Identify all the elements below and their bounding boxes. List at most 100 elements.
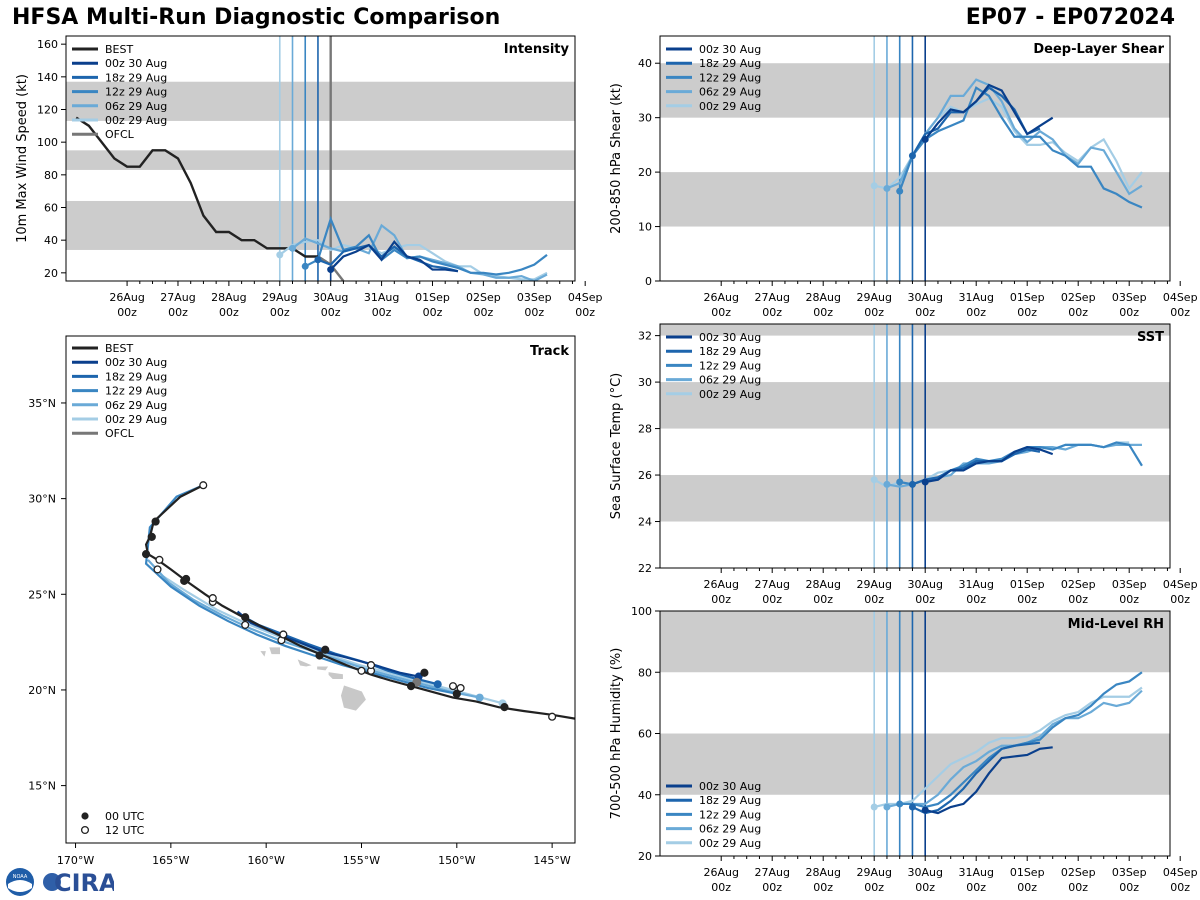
sst-init-point xyxy=(908,480,916,488)
track-legend-label: 18z 29 Aug xyxy=(105,370,167,383)
intensity-y-tick-label: 80 xyxy=(44,169,58,182)
rh-x-tick-label: 00z xyxy=(762,881,782,894)
track-y-tick-label: 35°N xyxy=(28,397,56,410)
intensity-x-tick-label: 00z xyxy=(372,306,392,319)
sst-x-tick-label: 02Sep xyxy=(1061,578,1096,591)
intensity-x-tick-label: 00z xyxy=(270,306,290,319)
track-12utc-marker xyxy=(366,661,376,670)
shear-init-point xyxy=(896,187,904,195)
sst-init-point xyxy=(921,478,929,486)
intensity-y-tick-label: 20 xyxy=(44,267,58,280)
intensity-y-axis-label: 10m Max Wind Speed (kt) xyxy=(15,74,30,243)
track-00utc-marker xyxy=(406,682,416,691)
island-shape xyxy=(317,666,329,671)
track-12utc-marker xyxy=(279,630,288,639)
track-00utc-marker xyxy=(420,668,429,677)
intensity-init-point xyxy=(289,244,297,252)
figure-title: HFSA Multi-Run Diagnostic Comparison xyxy=(12,5,501,30)
intensity-band xyxy=(66,81,575,121)
sst-x-tick-label: 27Aug xyxy=(754,578,789,591)
intensity-legend-label: OFCL xyxy=(105,128,135,141)
track-12utc-marker xyxy=(548,712,557,721)
sst-x-tick-label: 00z xyxy=(1068,593,1088,606)
shear-plot-area xyxy=(660,36,1170,281)
shear-band xyxy=(660,172,1170,227)
track-x-tick-label: 145°W xyxy=(533,854,570,867)
shear-series-line xyxy=(924,83,1054,141)
noaa-logo: NOAA xyxy=(6,868,34,896)
track-00utc-marker xyxy=(151,517,160,526)
sst-x-tick-label: 00z xyxy=(1170,593,1190,606)
intensity-x-tick-label: 30Aug xyxy=(313,291,348,304)
intensity-legend-label: 06z 29 Aug xyxy=(105,100,167,113)
intensity-plot-area xyxy=(66,36,575,281)
sst-legend-label: 12z 29 Aug xyxy=(699,359,761,372)
track-y-tick-label: 30°N xyxy=(28,493,56,506)
track-00utc-marker xyxy=(147,532,156,541)
track-00utc-marker xyxy=(241,613,250,622)
shear-panel-title: Deep-Layer Shear xyxy=(1033,42,1164,57)
sst-series-line xyxy=(912,448,1041,486)
sst-x-tick-label: 00z xyxy=(762,593,782,606)
track-12utc-marker xyxy=(208,594,217,603)
island-shape xyxy=(260,651,266,657)
track-run-start xyxy=(433,680,442,689)
rh-y-tick-label: 20 xyxy=(638,850,652,863)
shear-x-tick-label: 02Sep xyxy=(1061,291,1096,304)
rh-x-tick-label: 28Aug xyxy=(805,866,840,879)
intensity-x-tick-label: 00z xyxy=(117,306,137,319)
marker-legend-00utc-label: 00 UTC xyxy=(105,810,145,823)
sst-plot-area xyxy=(660,324,1170,568)
sst-x-tick-label: 00z xyxy=(966,593,986,606)
sst-x-tick-label: 00z xyxy=(1017,593,1037,606)
shear-series-line xyxy=(898,86,1143,209)
shear-x-tick-label: 00z xyxy=(1017,306,1037,319)
track-12utc-marker xyxy=(153,565,162,574)
track-legend-label: OFCL xyxy=(105,427,135,440)
shear-x-tick-label: 01Sep xyxy=(1010,291,1045,304)
track-00utc-marker xyxy=(141,550,151,559)
rh-y-tick-label: 100 xyxy=(631,605,652,618)
intensity-legend-label: 00z 30 Aug xyxy=(105,57,167,70)
rh-legend-label: 12z 29 Aug xyxy=(699,808,761,821)
storm-id: EP07 - EP072024 xyxy=(965,5,1175,30)
rh-x-tick-label: 00z xyxy=(915,881,935,894)
shear-panel: 26Aug 00z 27Aug 00z 28Aug 00z 29Aug 00z 30Aug 00z… xyxy=(609,35,1198,319)
rh-x-tick-label: 27Aug xyxy=(754,866,789,879)
marker-legend-12utc-symbol xyxy=(80,825,90,835)
sst-legend-label: 18z 29 Aug xyxy=(699,345,761,358)
rh-y-tick-label: 40 xyxy=(638,789,652,802)
shear-y-tick-label: 30 xyxy=(638,112,652,125)
shear-y-axis-label: 200-850 hPa Shear (kt) xyxy=(609,83,624,234)
track-y-tick-label: 25°N xyxy=(28,588,56,601)
sst-band xyxy=(660,382,1170,429)
rh-x-tick-label: 00z xyxy=(813,881,833,894)
intensity-x-tick-label: 02Sep xyxy=(466,291,501,304)
intensity-x-tick-label: 00z xyxy=(473,306,493,319)
shear-x-tick-label: 00z xyxy=(1119,306,1139,319)
sst-x-tick-label: 03Sep xyxy=(1112,578,1147,591)
track-run-line xyxy=(236,610,419,678)
shear-x-tick-label: 30Aug xyxy=(907,291,942,304)
rh-x-tick-label: 26Aug xyxy=(703,866,738,879)
sst-x-tick-label: 00z xyxy=(1119,593,1139,606)
shear-x-tick-label: 00z xyxy=(1068,306,1088,319)
track-run-line xyxy=(147,559,480,699)
shear-legend-label: 12z 29 Aug xyxy=(699,71,761,84)
rh-x-tick-label: 04Sep xyxy=(1163,866,1198,879)
sst-y-tick-label: 30 xyxy=(638,376,652,389)
track-x-tick-label: 170°W xyxy=(57,854,94,867)
track-00utc-marker xyxy=(321,645,330,654)
track-legend-label: 00z 30 Aug xyxy=(105,356,167,369)
sst-frame xyxy=(659,323,1171,569)
track-00utc-marker xyxy=(500,703,509,712)
rh-legend-label: 00z 30 Aug xyxy=(699,780,761,793)
intensity-y-tick-label: 120 xyxy=(37,104,58,117)
rh-band xyxy=(660,611,1170,673)
island-shape xyxy=(269,647,281,655)
track-y-tick-label: 20°N xyxy=(28,684,56,697)
track-x-tick-label: 155°W xyxy=(343,854,380,867)
intensity-y-tick-label: 160 xyxy=(37,38,58,51)
intensity-frame xyxy=(65,35,576,282)
